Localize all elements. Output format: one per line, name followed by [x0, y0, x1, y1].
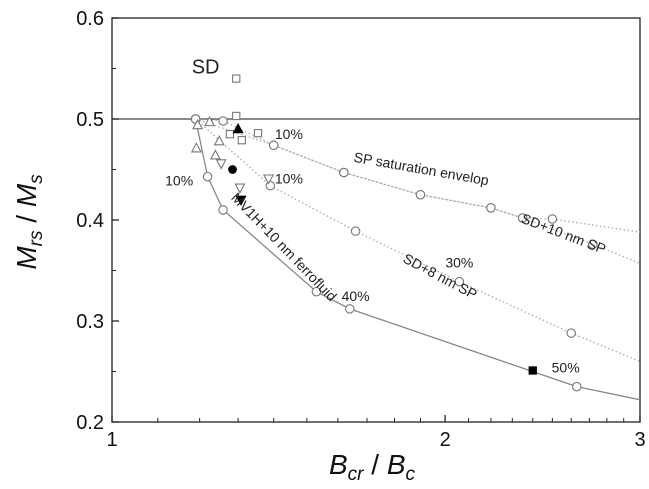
curve-point	[566, 328, 576, 338]
curve-point	[571, 381, 582, 392]
markers-layer	[190, 74, 537, 375]
open-square-marker	[237, 136, 246, 145]
x-axis-title: Bcr / Bc	[329, 449, 416, 485]
open-triangle-down-marker	[215, 159, 227, 170]
annotation-label: 10%	[275, 126, 303, 142]
y-tick-label: 0.5	[76, 109, 104, 131]
curve-point	[547, 214, 558, 224]
annotation-label: MV1H+10 nm ferrofluid	[228, 189, 340, 304]
curve-extension-1	[592, 243, 641, 265]
curve-line-1	[195, 118, 594, 245]
annotation-label: SD+10 nm SP	[519, 210, 608, 257]
open-triangle-up-marker	[190, 142, 202, 153]
annotations-layer: SD 10% 10% 10% SP saturation envelop SD+10 nm…	[165, 57, 608, 376]
curve-point	[350, 226, 361, 236]
open-square-marker	[253, 128, 263, 138]
open-square-marker	[225, 130, 235, 139]
open-triangle-up-marker	[213, 135, 225, 146]
curve-extension-3	[576, 386, 641, 401]
curve-extension-2	[570, 332, 641, 363]
curve-point	[265, 180, 276, 191]
curve-point	[202, 171, 213, 182]
annotation-label: 30%	[445, 254, 473, 270]
y-tick-label: 0.6	[76, 8, 104, 30]
open-triangle-down-marker	[263, 174, 275, 185]
curve-point	[218, 205, 228, 215]
filled-circle-marker	[228, 165, 237, 174]
open-triangle-down-marker	[234, 183, 246, 194]
open-square-marker	[232, 111, 241, 121]
x-tick-label: 2	[440, 429, 451, 451]
x-tick-label: 3	[634, 429, 645, 451]
curve-point	[311, 286, 322, 297]
ticks-layer: 1 2 3 0.2 0.3 0.4 0.5 0.6	[76, 8, 645, 451]
filled-square-marker	[528, 366, 537, 375]
open-square-marker	[232, 74, 241, 83]
curve-point	[588, 239, 598, 249]
annotation-label: 10%	[275, 171, 303, 187]
curves-layer	[190, 114, 641, 401]
annotation-label: SD	[192, 57, 220, 79]
y-tick-label: 0.4	[76, 210, 104, 232]
annotation-label: SP saturation envelop	[353, 149, 491, 189]
curve-point	[339, 167, 349, 178]
open-triangle-up-marker	[192, 118, 204, 130]
filled-triangle-up-marker	[232, 122, 244, 134]
open-triangle-up-marker	[209, 149, 221, 160]
annotation-label: 40%	[342, 288, 370, 304]
curve-point	[218, 116, 228, 126]
annotation-label: 50%	[552, 360, 580, 376]
curve-point	[454, 276, 465, 287]
curve-line-2	[195, 118, 572, 334]
x-tick-label: 1	[106, 429, 117, 451]
annotation-label: 10%	[165, 173, 193, 189]
filled-triangle-down-marker	[235, 195, 247, 206]
curve-point	[345, 304, 355, 314]
y-tick-label: 0.2	[76, 412, 104, 434]
curve-point	[415, 190, 426, 200]
y-tick-label: 0.3	[76, 311, 104, 333]
y-axis-title: Mrs / Ms	[11, 174, 47, 270]
curve-extension-0	[552, 218, 641, 233]
curve-point	[268, 140, 279, 151]
curve-point	[486, 203, 496, 213]
curve-point	[517, 213, 528, 223]
curve-line-3	[194, 118, 577, 388]
open-triangle-up-marker	[204, 115, 216, 127]
